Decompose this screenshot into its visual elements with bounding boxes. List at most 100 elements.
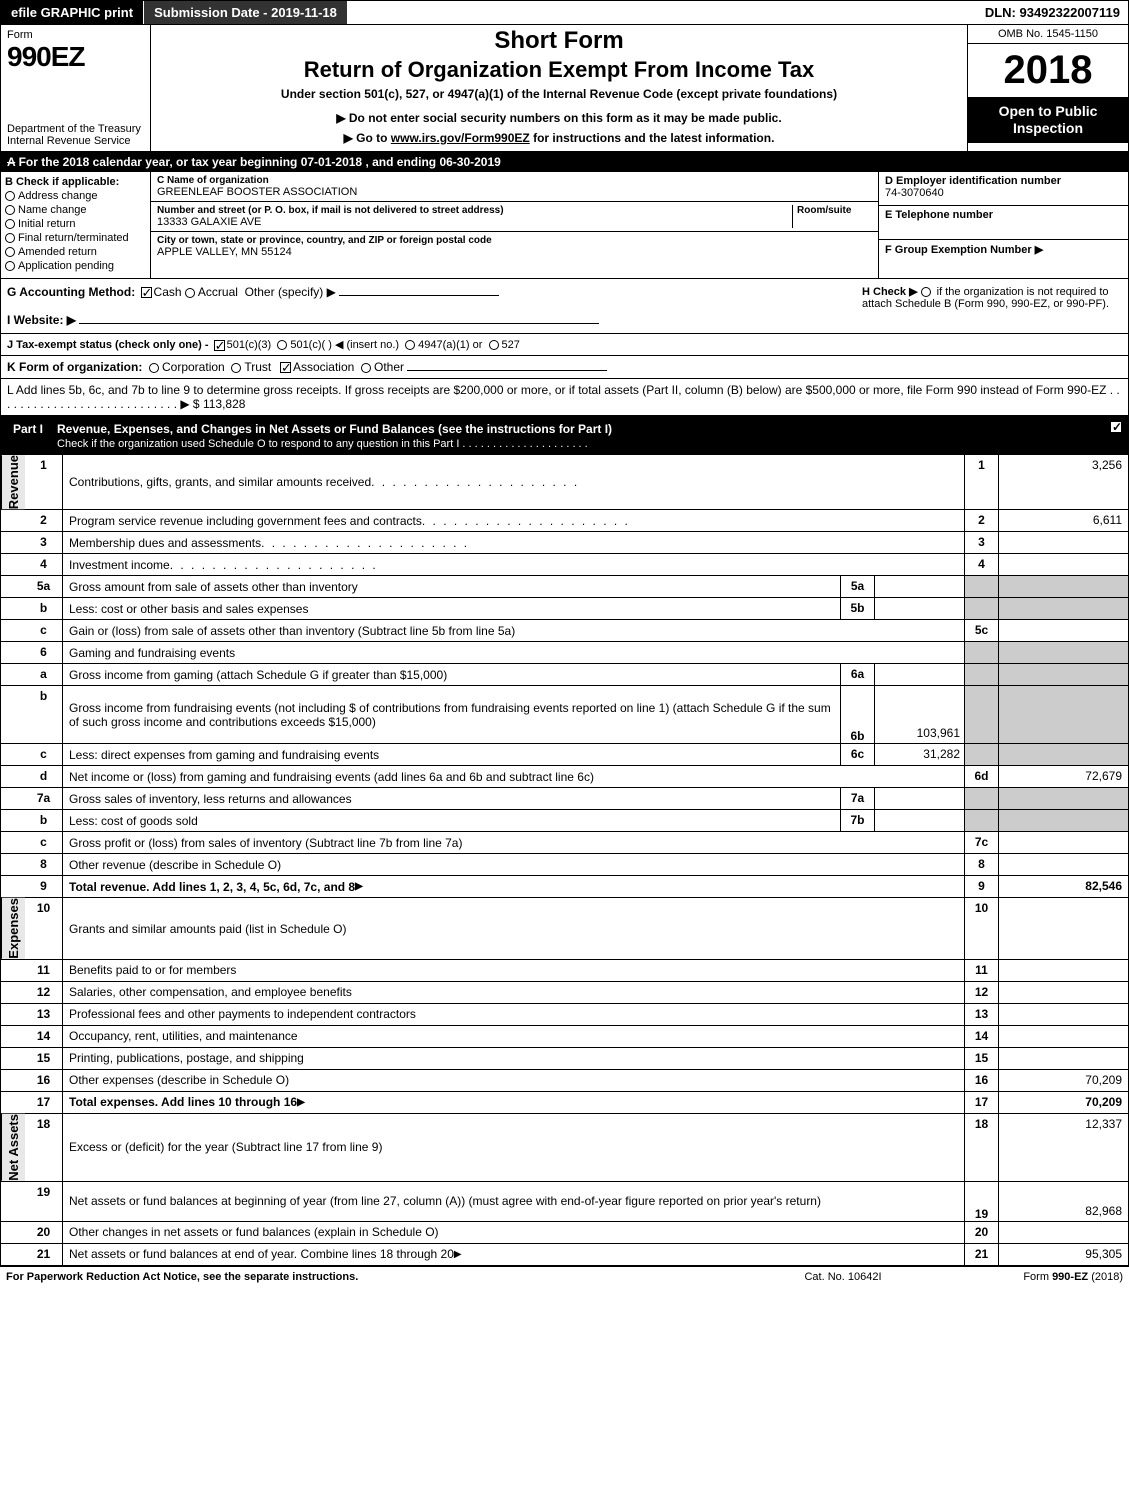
n18: 18 bbox=[25, 1114, 63, 1181]
g-other-input[interactable] bbox=[339, 295, 499, 296]
rn6a-shade bbox=[964, 664, 998, 685]
rn7b-shade bbox=[964, 810, 998, 831]
ssn-warning: ▶ Do not enter social security numbers o… bbox=[159, 111, 959, 125]
period-mid: , and ending bbox=[365, 155, 439, 169]
d6: Gaming and fundraising events bbox=[63, 642, 964, 663]
row-7b: b Less: cost of goods sold 7b bbox=[1, 810, 1128, 832]
part1-check[interactable] bbox=[1110, 421, 1122, 433]
a-strike: A bbox=[7, 155, 15, 169]
chk-trust[interactable] bbox=[231, 363, 241, 373]
n16: 16 bbox=[25, 1070, 63, 1091]
chk-501c[interactable] bbox=[277, 340, 287, 350]
rv9: 82,546 bbox=[998, 876, 1128, 897]
chk-initial-return[interactable]: Initial return bbox=[5, 218, 146, 230]
sv7a bbox=[874, 788, 964, 809]
chk-4947[interactable] bbox=[405, 340, 415, 350]
rv10 bbox=[998, 898, 1128, 959]
rv13 bbox=[998, 1004, 1128, 1025]
rv3 bbox=[998, 532, 1128, 553]
efile-print-button[interactable]: efile GRAPHIC print bbox=[1, 1, 144, 24]
rv20 bbox=[998, 1222, 1128, 1243]
row-17: 17 Total expenses. Add lines 10 through … bbox=[1, 1092, 1128, 1114]
d5b: Less: cost or other basis and sales expe… bbox=[63, 598, 840, 619]
website-input[interactable] bbox=[79, 323, 599, 324]
part1-sub: Check if the organization used Schedule … bbox=[57, 438, 588, 450]
chk-amended-return[interactable]: Amended return bbox=[5, 246, 146, 258]
header-left: Form 990EZ Department of the Treasury In… bbox=[1, 25, 151, 151]
rn7c: 7c bbox=[964, 832, 998, 853]
j-501c: 501(c)( ) ◀ (insert no.) bbox=[290, 339, 399, 351]
n6a: a bbox=[25, 664, 63, 685]
row-6b: b Gross income from fundraising events (… bbox=[1, 686, 1128, 744]
d7a: Gross sales of inventory, less returns a… bbox=[63, 788, 840, 809]
n6c: c bbox=[25, 744, 63, 765]
d11: Benefits paid to or for members bbox=[63, 960, 964, 981]
sn7b: 7b bbox=[840, 810, 874, 831]
line-i: I Website: ▶ bbox=[7, 313, 862, 327]
row-6: 6 Gaming and fundraising events bbox=[1, 642, 1128, 664]
chk-address-change[interactable]: Address change bbox=[5, 190, 146, 202]
tax-period-row: A For the 2018 calendar year, or tax yea… bbox=[0, 152, 1129, 172]
city-cell: City or town, state or province, country… bbox=[151, 232, 878, 261]
n7c: c bbox=[25, 832, 63, 853]
chk-association[interactable] bbox=[280, 362, 291, 373]
rn6c-shade bbox=[964, 744, 998, 765]
chk-h[interactable] bbox=[921, 287, 931, 297]
chk-final-return[interactable]: Final return/terminated bbox=[5, 232, 146, 244]
sn5a: 5a bbox=[840, 576, 874, 597]
chk-other[interactable] bbox=[361, 363, 371, 373]
chk-501c3[interactable] bbox=[214, 340, 225, 351]
d5c: Gain or (loss) from sale of assets other… bbox=[63, 620, 964, 641]
d2: Program service revenue including govern… bbox=[63, 510, 964, 531]
g-label: G Accounting Method: bbox=[7, 285, 135, 299]
d21: Net assets or fund balances at end of ye… bbox=[63, 1244, 964, 1265]
rn7a-shade bbox=[964, 788, 998, 809]
d7c: Gross profit or (loss) from sales of inv… bbox=[63, 832, 964, 853]
chk-application-pending[interactable]: Application pending bbox=[5, 260, 146, 272]
row-5a: 5a Gross amount from sale of assets othe… bbox=[1, 576, 1128, 598]
chk-527[interactable] bbox=[489, 340, 499, 350]
n4: 4 bbox=[25, 554, 63, 575]
rv12 bbox=[998, 982, 1128, 1003]
rn6d: 6d bbox=[964, 766, 998, 787]
rv18: 12,337 bbox=[998, 1114, 1128, 1181]
chk-name-change[interactable]: Name change bbox=[5, 204, 146, 216]
d15: Printing, publications, postage, and shi… bbox=[63, 1048, 964, 1069]
room-label: Room/suite bbox=[797, 205, 872, 216]
box-b-label: B Check if applicable: bbox=[5, 176, 146, 188]
goto-post: for instructions and the latest informat… bbox=[530, 131, 775, 145]
d19: Net assets or fund balances at beginning… bbox=[63, 1182, 964, 1221]
tax-year: 2018 bbox=[968, 44, 1128, 97]
rv4 bbox=[998, 554, 1128, 575]
entity-right: D Employer identification number 74-3070… bbox=[878, 172, 1128, 278]
j-4947: 4947(a)(1) or bbox=[418, 339, 482, 351]
line-g: G Accounting Method: Cash Accrual Other … bbox=[7, 285, 862, 299]
org-name: GREENLEAF BOOSTER ASSOCIATION bbox=[157, 186, 872, 198]
rn9: 9 bbox=[964, 876, 998, 897]
side-net-assets: Net Assets bbox=[1, 1114, 25, 1181]
row-2: 2 Program service revenue including gove… bbox=[1, 510, 1128, 532]
chk-accrual[interactable] bbox=[185, 288, 195, 298]
g-cash: Cash bbox=[154, 285, 182, 299]
k-other-input[interactable] bbox=[407, 370, 607, 371]
n15: 15 bbox=[25, 1048, 63, 1069]
rv5a-shade bbox=[998, 576, 1128, 597]
row-8: 8 Other revenue (describe in Schedule O)… bbox=[1, 854, 1128, 876]
rn19: 19 bbox=[964, 1182, 998, 1221]
c-label: C Name of organization bbox=[157, 175, 872, 186]
page-footer: For Paperwork Reduction Act Notice, see … bbox=[0, 1266, 1129, 1287]
d-label: D Employer identification number bbox=[885, 175, 1122, 187]
rv2: 6,611 bbox=[998, 510, 1128, 531]
d13: Professional fees and other payments to … bbox=[63, 1004, 964, 1025]
period-begin: 07-01-2018 bbox=[301, 155, 362, 169]
goto-link-line: ▶ Go to www.irs.gov/Form990EZ for instru… bbox=[159, 131, 959, 145]
rn6-shade bbox=[964, 642, 998, 663]
row-4: 4 Investment income 4 bbox=[1, 554, 1128, 576]
n3: 3 bbox=[25, 532, 63, 553]
irs-link[interactable]: www.irs.gov/Form990EZ bbox=[391, 131, 530, 145]
row-3: 3 Membership dues and assessments 3 bbox=[1, 532, 1128, 554]
d6d: Net income or (loss) from gaming and fun… bbox=[63, 766, 964, 787]
chk-cash[interactable] bbox=[141, 287, 152, 298]
d6b: Gross income from fundraising events (no… bbox=[63, 686, 840, 743]
chk-corp[interactable] bbox=[149, 363, 159, 373]
